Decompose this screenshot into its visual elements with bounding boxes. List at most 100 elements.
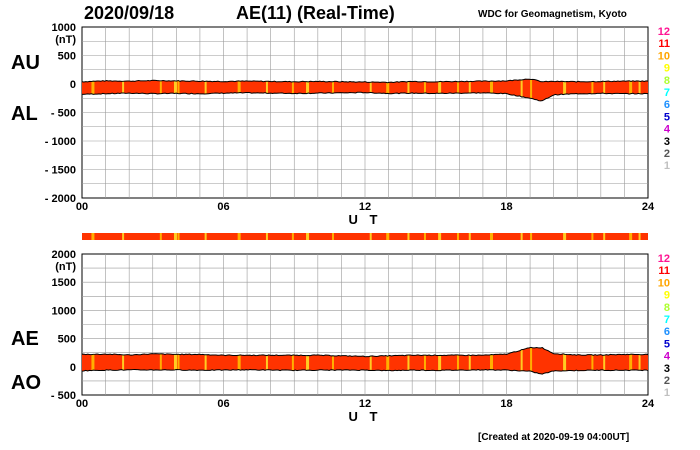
lower-ae-line	[81, 346, 649, 358]
lower-highlight-stripe	[591, 347, 594, 375]
ao-label: AO	[11, 372, 41, 394]
upper-highlight-stripe	[291, 79, 294, 101]
upper-activity-band	[82, 79, 648, 101]
al-label: AL	[11, 103, 38, 125]
lower-xaxis-label: U T	[349, 409, 382, 424]
lower-highlight-stripe	[173, 347, 177, 375]
activity-strip-mark	[177, 233, 180, 240]
lower-highlight-stripe	[629, 347, 633, 375]
upper-highlight-stripe	[489, 79, 493, 101]
upper-highlight-stripes	[91, 79, 641, 101]
lower-legend-level: 12	[658, 253, 670, 265]
lower-highlight-stripe	[177, 347, 180, 375]
lower-legend-level: 2	[664, 375, 670, 387]
upper-highlight-stripe	[265, 79, 268, 101]
activity-strip-mark	[91, 233, 95, 240]
activity-strip-mark	[159, 233, 162, 240]
lower-ytick-label: 2000	[52, 249, 76, 261]
activity-strip-mark	[530, 233, 533, 240]
upper-yunit-label: (nT)	[55, 34, 76, 46]
upper-highlight-stripe	[306, 79, 310, 101]
upper-highlight-stripe	[603, 79, 606, 101]
upper-highlight-stripe	[638, 79, 641, 101]
lower-activity-band	[82, 347, 648, 375]
lower-legend-level: 6	[664, 326, 670, 338]
upper-xtick-label: 18	[500, 201, 512, 213]
lower-highlight-stripe	[291, 347, 294, 375]
lower-highlight-stripe	[204, 347, 207, 375]
activity-strip-mark	[386, 233, 390, 240]
upper-highlight-stripe	[91, 79, 95, 101]
lower-ytick-label: 1500	[52, 277, 76, 289]
upper-highlight-stripe	[456, 79, 459, 101]
lower-ytick-label: 1000	[52, 305, 76, 317]
lower-legend-level: 9	[664, 290, 670, 302]
upper-ytick-label: - 1500	[45, 165, 76, 177]
lower-yunit-label: (nT)	[55, 261, 76, 273]
activity-strip-mark	[468, 233, 471, 240]
upper-au-line	[81, 78, 649, 84]
upper-legend-level: 7	[664, 87, 670, 99]
lower-highlight-stripe	[456, 347, 459, 375]
upper-legend-level: 9	[664, 63, 670, 75]
lower-highlight-stripe	[489, 347, 493, 375]
lower-ao-line	[81, 368, 649, 375]
upper-legend-level: 1	[664, 160, 670, 172]
upper-highlight-stripe	[369, 79, 372, 101]
lower-highlight-stripe	[331, 347, 334, 375]
activity-strip-mark	[591, 233, 594, 240]
lower-highlight-stripe	[423, 347, 426, 375]
activity-strip-mark	[122, 233, 125, 240]
upper-highlight-stripe	[177, 79, 180, 101]
lower-highlight-stripe	[386, 347, 390, 375]
lower-highlight-stripe	[265, 347, 268, 375]
upper-highlight-stripe	[331, 79, 334, 101]
lower-legend-level: 10	[658, 277, 670, 289]
lower-xtick-label: 00	[76, 398, 88, 410]
lower-highlight-stripe	[438, 347, 442, 375]
upper-highlight-stripe	[204, 79, 207, 101]
upper-legend-level: 12	[658, 26, 670, 38]
upper-highlight-stripe	[173, 79, 177, 101]
ae-label: AE	[11, 328, 39, 350]
lower-ytick-label: 500	[58, 334, 76, 346]
activity-strip-mark	[291, 233, 294, 240]
activity-strip-mark	[204, 233, 207, 240]
upper-highlight-stripe	[629, 79, 633, 101]
upper-ytick-label: 1000	[52, 22, 76, 34]
activity-strip-mark	[237, 233, 241, 240]
lower-legend-level: 7	[664, 314, 670, 326]
upper-highlight-stripe	[386, 79, 390, 101]
activity-strip	[82, 233, 648, 240]
upper-ytick-label: 0	[70, 79, 76, 91]
lower-legend-level: 5	[664, 338, 670, 350]
upper-ytick-label: - 1000	[45, 136, 76, 148]
upper-legend-level: 10	[658, 50, 670, 62]
upper-ytick-label: - 500	[51, 108, 76, 120]
activity-strip-mark	[520, 233, 523, 240]
lower-highlight-stripe	[306, 347, 310, 375]
activity-strip-mark	[603, 233, 606, 240]
lower-highlight-stripe	[122, 347, 125, 375]
upper-legend-level: 6	[664, 99, 670, 111]
upper-al-line	[81, 91, 649, 102]
upper-ytick-label: 500	[58, 51, 76, 63]
upper-highlight-stripe	[468, 79, 471, 101]
upper-highlight-stripe	[530, 79, 533, 101]
lower-highlight-stripe	[91, 347, 95, 375]
lower-highlight-stripes	[91, 347, 641, 375]
lower-legend-level: 11	[658, 265, 670, 277]
upper-legend-level: 4	[664, 124, 671, 136]
activity-strip-mark	[423, 233, 426, 240]
lower-highlight-stripe	[407, 347, 410, 375]
upper-highlight-stripe	[423, 79, 426, 101]
lower-xtick-label: 24	[642, 398, 655, 410]
lower-highlight-stripe	[520, 347, 523, 375]
upper-xtick-label: 12	[359, 201, 371, 213]
upper-legend-level: 11	[658, 38, 670, 50]
upper-highlight-stripe	[591, 79, 594, 101]
activity-strip-mark	[306, 233, 310, 240]
upper-xaxis-label: U T	[349, 212, 382, 227]
upper-xtick-label: 24	[642, 201, 655, 213]
